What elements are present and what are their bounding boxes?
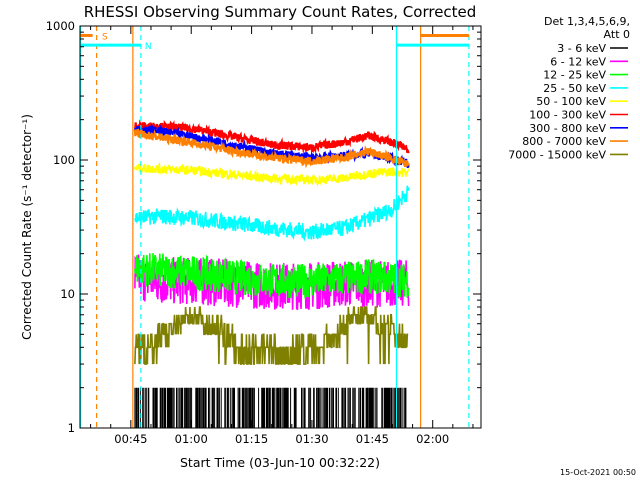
legend-entry-label: 100 - 300 keV — [529, 109, 606, 122]
legend-entry-label: 6 - 12 keV — [550, 55, 606, 68]
legend-entry-label: 3 - 6 keV — [557, 42, 606, 55]
series-line-50-100-kev — [134, 161, 410, 187]
x-tick-label: 01:45 — [356, 432, 389, 446]
series-line-12-25-kev — [134, 253, 410, 299]
y-tick-label: 1 — [68, 421, 75, 435]
plot-axes: 00:45 01:00 01:15 01:30 01:45 02:00 1 10 100 1000 — [46, 19, 482, 446]
y-tick-label: 1000 — [46, 19, 75, 33]
x-axis-label: Start Time (03-Jun-10 00:32:22) — [180, 455, 380, 470]
annotation-n: N — [145, 42, 152, 52]
series-line-100-300-kev — [133, 119, 410, 154]
footer-timestamp: 15-Oct-2021 00:50 — [560, 468, 636, 477]
legend-entry-label: 300 - 800 keV — [529, 122, 606, 135]
y-axis-label: Corrected Count Rate (s⁻¹ detector⁻¹) — [20, 114, 34, 340]
legend-entry-label: 50 - 100 keV — [536, 95, 606, 108]
plot-content: SN — [79, 26, 470, 429]
series-line-7000-15000-kev — [134, 306, 409, 365]
annotation-s: S — [102, 32, 108, 42]
legend-subheader: Att 0 — [604, 28, 630, 41]
plot-frame — [79, 25, 482, 429]
series-line-800-7000-kev — [133, 128, 410, 169]
series-line-3-6-kev — [134, 387, 407, 428]
chart-title: RHESSI Observing Summary Count Rates, Co… — [84, 3, 477, 21]
legend-entry-label: 7000 - 15000 keV — [508, 148, 606, 161]
x-tick-label: 01:15 — [235, 432, 268, 446]
legend-entry-label: 25 - 50 keV — [543, 82, 606, 95]
legend-entry-label: 800 - 7000 keV — [522, 135, 606, 148]
x-tick-label: 00:45 — [114, 432, 147, 446]
x-tick-label: 01:30 — [295, 432, 328, 446]
legend-header: Det 1,3,4,5,6,9, — [544, 15, 630, 28]
x-tick-label: 02:00 — [416, 432, 449, 446]
series-line-25-50-kev — [134, 185, 410, 242]
y-tick-label: 100 — [53, 153, 75, 167]
y-tick-label: 10 — [60, 287, 75, 301]
legend-entry-label: 12 - 25 keV — [543, 69, 606, 82]
x-tick-label: 01:00 — [175, 432, 208, 446]
